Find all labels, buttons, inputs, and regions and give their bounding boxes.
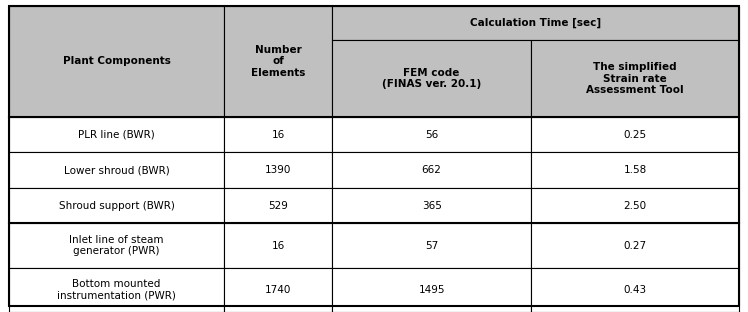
Text: 1740: 1740 xyxy=(266,285,292,295)
Text: 0.27: 0.27 xyxy=(623,241,646,251)
Text: Plant Components: Plant Components xyxy=(63,56,171,66)
Text: 662: 662 xyxy=(422,165,441,175)
Text: FEM code
(FINAS ver. 20.1): FEM code (FINAS ver. 20.1) xyxy=(382,68,481,89)
Text: Lower shroud (BWR): Lower shroud (BWR) xyxy=(64,165,170,175)
Text: 1.58: 1.58 xyxy=(623,165,646,175)
Bar xyxy=(332,152,531,188)
Bar xyxy=(224,188,332,223)
Bar xyxy=(531,223,739,268)
Bar xyxy=(531,268,739,312)
Text: Number
of
Elements: Number of Elements xyxy=(251,45,305,78)
Bar xyxy=(224,223,332,268)
Bar xyxy=(224,6,332,117)
Bar xyxy=(332,188,531,223)
Bar xyxy=(224,268,332,312)
Text: 2.50: 2.50 xyxy=(623,201,646,211)
Text: 16: 16 xyxy=(272,130,285,140)
Text: Shroud support (BWR): Shroud support (BWR) xyxy=(59,201,174,211)
Bar xyxy=(531,40,739,117)
Text: 529: 529 xyxy=(269,201,288,211)
Bar xyxy=(224,117,332,152)
Text: Bottom mounted
instrumentation (PWR): Bottom mounted instrumentation (PWR) xyxy=(57,279,176,301)
Text: 365: 365 xyxy=(422,201,441,211)
Text: 1390: 1390 xyxy=(266,165,292,175)
Text: Calculation Time [sec]: Calculation Time [sec] xyxy=(470,18,601,28)
Bar xyxy=(224,152,332,188)
Text: 1495: 1495 xyxy=(418,285,445,295)
Bar xyxy=(9,117,224,152)
Bar xyxy=(332,6,739,40)
Bar xyxy=(531,188,739,223)
Bar xyxy=(9,188,224,223)
Bar xyxy=(332,268,531,312)
Text: PLR line (BWR): PLR line (BWR) xyxy=(79,130,155,140)
Bar xyxy=(531,152,739,188)
Text: The simplified
Strain rate
Assessment Tool: The simplified Strain rate Assessment To… xyxy=(586,62,684,95)
Bar xyxy=(9,6,224,117)
Bar xyxy=(9,223,224,268)
Bar xyxy=(9,152,224,188)
Bar xyxy=(531,117,739,152)
Bar xyxy=(9,268,224,312)
Text: 56: 56 xyxy=(425,130,438,140)
Bar xyxy=(332,117,531,152)
Bar xyxy=(332,223,531,268)
Bar xyxy=(332,40,531,117)
Text: 0.43: 0.43 xyxy=(623,285,646,295)
Text: Inlet line of steam
generator (PWR): Inlet line of steam generator (PWR) xyxy=(70,235,164,256)
Text: 16: 16 xyxy=(272,241,285,251)
Text: 57: 57 xyxy=(425,241,438,251)
Text: 0.25: 0.25 xyxy=(623,130,646,140)
